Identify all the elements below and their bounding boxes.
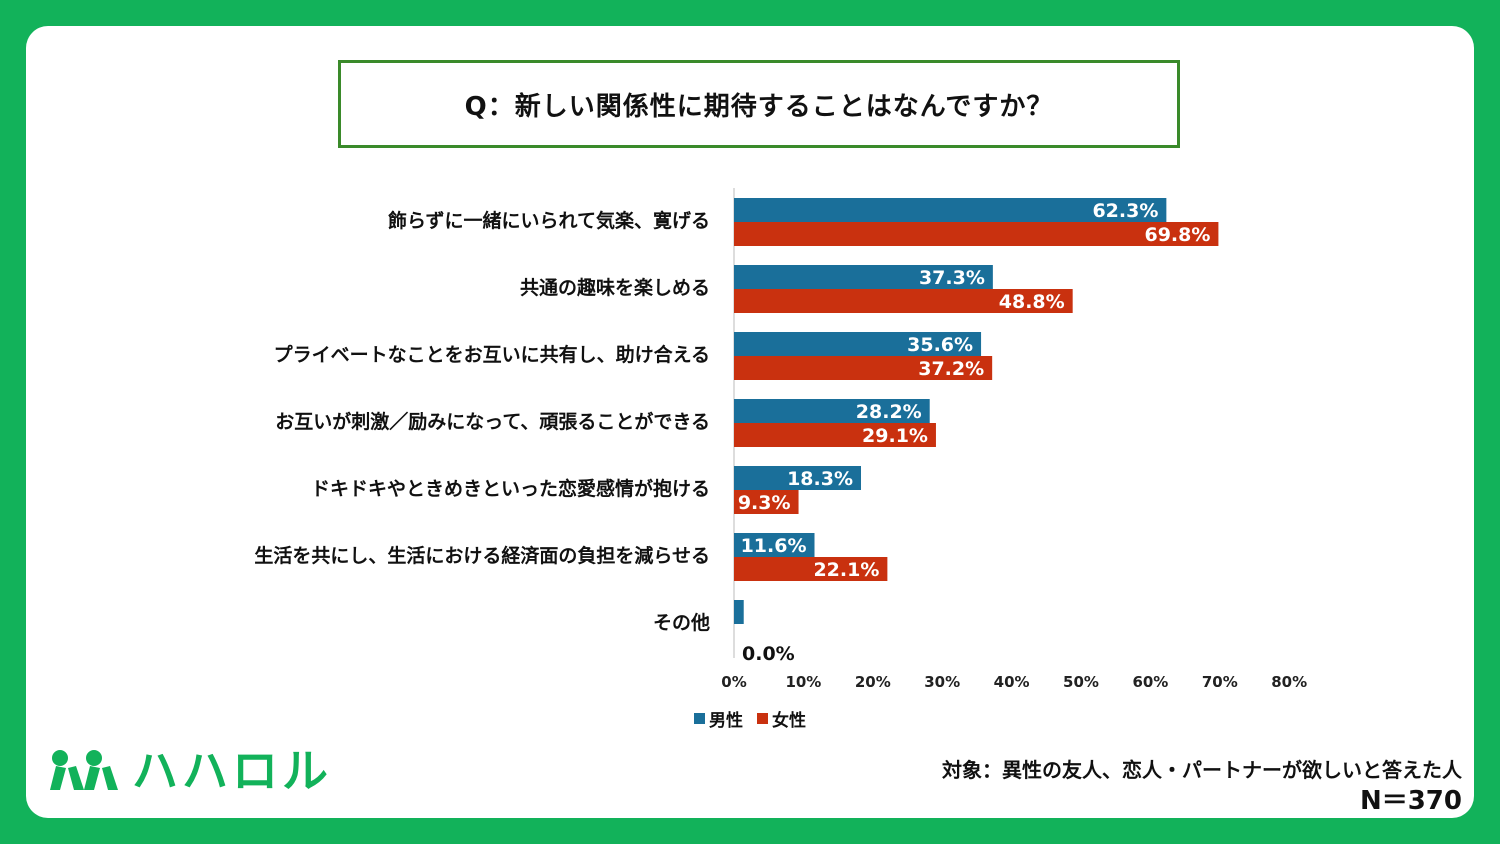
bar-female (734, 289, 1073, 313)
data-label: 48.8% (999, 291, 1065, 313)
data-label: 22.1% (813, 559, 879, 581)
legend-swatch-female (757, 713, 768, 724)
bar-male (734, 332, 982, 356)
legend: 男性 女性 (694, 706, 806, 731)
brand-logo: ハハロル (46, 746, 332, 796)
legend-swatch-male (694, 713, 705, 724)
target-note: 対象：異性の友人、恋人・パートナーが欲しいと答えた人 (942, 758, 1462, 782)
bar-female (734, 490, 799, 514)
logo-text: ハハロル (132, 744, 332, 798)
bar-male (734, 600, 744, 624)
bar-female (734, 356, 993, 380)
bar-male (734, 265, 993, 289)
data-label: 35.6% (907, 334, 973, 356)
question-title: Q：新しい関係性に期待することはなんですか？ (338, 60, 1180, 148)
x-tick-label: 30% (924, 673, 960, 691)
bar-female (734, 423, 936, 447)
data-label: 37.2% (918, 358, 984, 380)
x-tick-label: 50% (1063, 673, 1099, 691)
x-tick-label: 20% (855, 673, 891, 691)
data-label: 11.6% (741, 535, 807, 557)
bar-female (734, 222, 1219, 246)
legend-item-female: 女性 (757, 706, 806, 731)
data-label: 18.3% (787, 468, 853, 490)
bar-male (734, 399, 930, 423)
x-tick-label: 70% (1202, 673, 1238, 691)
category-label: プライベートなことをお互いに共有し、助け合える (274, 343, 710, 366)
sample-size: N＝370 (1359, 786, 1462, 816)
data-label: 29.1% (862, 425, 928, 447)
data-label: 37.3% (919, 267, 985, 289)
category-label: ドキドキやときめきといった恋愛感情が抱ける (311, 477, 710, 500)
bar-male (734, 198, 1167, 222)
category-label: 生活を共にし、生活における経済面の負担を減らせる (254, 544, 710, 567)
x-tick-label: 80% (1271, 673, 1307, 691)
bar-male (734, 466, 862, 490)
bar-female (734, 557, 888, 581)
category-label: 共通の趣味を楽しめる (520, 276, 710, 299)
logo-mark-icon (50, 750, 118, 790)
bar-male (734, 533, 815, 557)
data-label: 0.0% (742, 643, 795, 665)
x-tick-label: 0% (721, 673, 746, 691)
x-tick-label: 40% (994, 673, 1030, 691)
category-label: お互いが刺激／励みになって、頑張ることができる (275, 410, 710, 433)
legend-item-male: 男性 (694, 706, 743, 731)
data-label: 62.3% (1092, 200, 1158, 222)
legend-label-female: 女性 (772, 711, 806, 731)
category-label: 飾らずに一緒にいられて気楽、寛げる (388, 209, 710, 232)
x-tick-label: 60% (1132, 673, 1168, 691)
data-label: 69.8% (1144, 224, 1210, 246)
category-label: その他 (653, 611, 710, 634)
x-tick-label: 10% (785, 673, 821, 691)
data-label: 28.2% (856, 401, 922, 423)
legend-label-male: 男性 (709, 711, 743, 731)
data-label: 9.3% (738, 492, 791, 514)
